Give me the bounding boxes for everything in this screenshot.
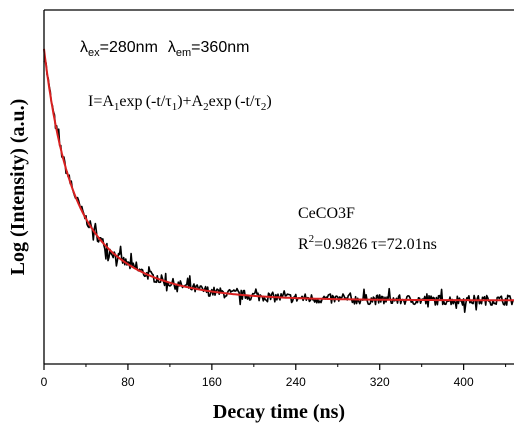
x-tick-label: 400 xyxy=(454,375,474,389)
y-axis-title: Log (Intensity) (a.u.) xyxy=(7,99,29,276)
fit-curve-series xyxy=(43,48,514,302)
fit-statistics: R2=0.9826 τ=72.01ns xyxy=(298,233,437,253)
fit-formula: I=A1exp (-t/τ1)+A2exp (-t/τ2) xyxy=(88,93,272,113)
excitation-emission-label: λex=280nm λem=360nm xyxy=(80,39,249,59)
x-tick-label: 80 xyxy=(121,375,135,389)
x-ticks: 0 80 160 240 320 400 xyxy=(41,364,507,389)
plot-area xyxy=(43,48,514,313)
x-tick-label: 160 xyxy=(202,375,222,389)
sample-name: CeCO3F xyxy=(298,205,355,222)
x-tick-label: 0 xyxy=(41,375,48,389)
x-tick-label: 320 xyxy=(370,375,390,389)
x-axis-title: Decay time (ns) xyxy=(213,401,345,423)
measured-decay-series xyxy=(43,58,514,313)
x-tick-label: 240 xyxy=(286,375,306,389)
